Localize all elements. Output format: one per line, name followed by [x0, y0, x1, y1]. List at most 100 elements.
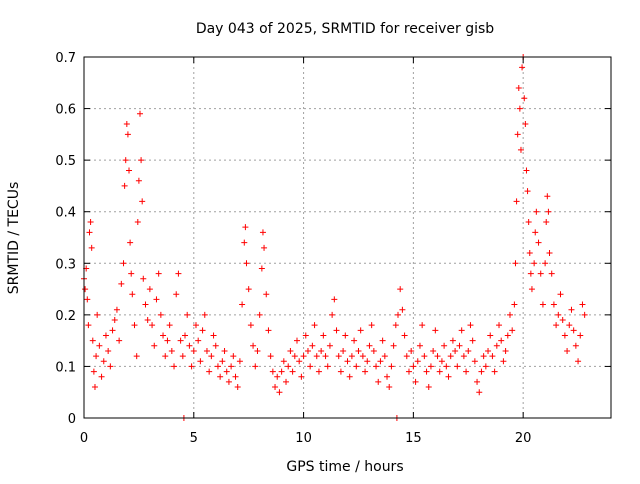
data-point — [381, 353, 388, 360]
data-point — [242, 224, 249, 231]
data-point — [458, 327, 465, 334]
data-point — [421, 353, 428, 360]
data-point — [234, 384, 241, 391]
data-point — [517, 146, 524, 153]
data-point — [203, 347, 210, 354]
data-point — [133, 353, 140, 360]
data-point — [384, 373, 391, 380]
data-point — [254, 347, 261, 354]
data-point — [127, 239, 134, 246]
data-point — [232, 373, 239, 380]
data-point — [118, 280, 125, 287]
data-point — [377, 358, 384, 365]
data-point — [311, 322, 318, 329]
chart-title: Day 043 of 2025, SRMTID for receiver gis… — [196, 21, 494, 37]
data-point — [535, 239, 542, 246]
data-point — [581, 311, 588, 318]
data-point — [90, 368, 97, 375]
data-point — [500, 358, 507, 365]
data-point — [212, 342, 219, 349]
data-point — [300, 353, 307, 360]
data-point — [140, 275, 147, 282]
data-point — [532, 229, 539, 236]
data-point — [293, 337, 300, 344]
data-point — [340, 347, 347, 354]
x-tick-label: 5 — [190, 431, 198, 446]
y-tick-label: 0.4 — [55, 206, 76, 221]
data-point — [157, 311, 164, 318]
data-point — [427, 363, 434, 370]
data-point — [570, 327, 577, 334]
data-point — [298, 373, 305, 380]
data-point — [342, 332, 349, 339]
data-point — [269, 368, 276, 375]
data-points — [81, 54, 588, 421]
data-point — [208, 353, 215, 360]
data-point — [201, 311, 208, 318]
data-point — [149, 322, 156, 329]
data-point — [256, 311, 263, 318]
data-point — [217, 373, 224, 380]
data-point — [93, 353, 100, 360]
data-point — [344, 358, 351, 365]
data-point — [366, 342, 373, 349]
data-point — [566, 322, 573, 329]
data-point — [267, 353, 274, 360]
y-tick-label: 0.3 — [55, 257, 76, 272]
data-point — [285, 363, 292, 370]
data-point — [559, 317, 566, 324]
data-point — [561, 332, 568, 339]
data-point — [460, 353, 467, 360]
data-point — [493, 342, 500, 349]
data-point — [241, 239, 248, 246]
x-tick-label: 20 — [515, 431, 532, 446]
data-point — [395, 311, 402, 318]
data-point — [247, 322, 254, 329]
data-point — [346, 373, 353, 380]
data-point — [463, 368, 470, 375]
data-point — [557, 291, 564, 298]
data-point — [471, 358, 478, 365]
data-point — [425, 384, 432, 391]
data-point — [109, 327, 116, 334]
data-point — [353, 363, 360, 370]
data-point — [129, 291, 136, 298]
data-point — [553, 322, 560, 329]
data-point — [449, 337, 456, 344]
data-point — [123, 121, 130, 128]
data-point — [199, 327, 206, 334]
data-point — [375, 378, 382, 385]
data-point — [96, 342, 103, 349]
data-point — [324, 363, 331, 370]
data-point — [245, 286, 252, 293]
data-point — [171, 363, 178, 370]
data-point — [111, 317, 118, 324]
data-point — [403, 353, 410, 360]
data-point — [186, 342, 193, 349]
y-tick-label: 0.2 — [55, 309, 76, 324]
data-point — [84, 296, 91, 303]
data-point — [122, 157, 129, 164]
data-point — [414, 358, 421, 365]
data-point — [546, 249, 553, 256]
data-point — [355, 347, 362, 354]
data-point — [291, 353, 298, 360]
data-point — [514, 131, 521, 138]
data-point — [465, 347, 472, 354]
data-point — [210, 332, 217, 339]
data-point — [120, 260, 127, 267]
data-point — [504, 332, 511, 339]
y-axis-label: SRMTID / TECUs — [6, 182, 22, 295]
data-point — [526, 249, 533, 256]
data-point — [289, 368, 296, 375]
data-point — [113, 306, 120, 313]
data-point — [331, 296, 338, 303]
y-tick-label: 0.5 — [55, 154, 76, 169]
data-point — [105, 347, 112, 354]
data-point — [173, 291, 180, 298]
data-point — [131, 322, 138, 329]
data-point — [456, 342, 463, 349]
data-point — [408, 347, 415, 354]
data-point — [515, 84, 522, 91]
